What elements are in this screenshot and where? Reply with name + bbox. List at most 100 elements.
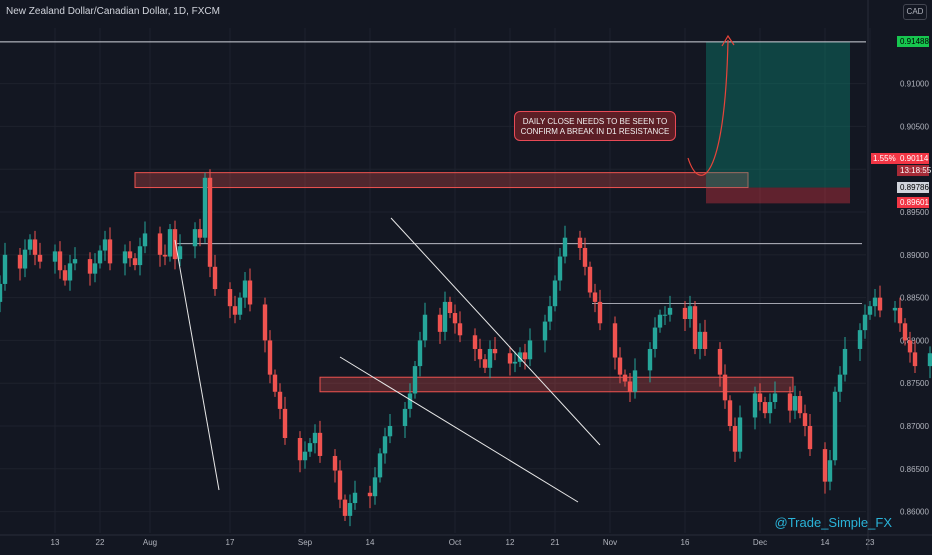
y-tick-label: 0.87000 [900, 422, 929, 431]
x-tick-label: 14 [366, 538, 375, 547]
price-tag: 13:18:55 [897, 164, 931, 176]
projection-curve [687, 39, 729, 176]
candle-body [107, 239, 113, 264]
candle-body [687, 306, 693, 320]
candle-body [842, 348, 848, 375]
candle-body [722, 374, 728, 401]
y-tick-label: 0.88500 [900, 294, 929, 303]
candle-body [552, 280, 558, 307]
candle-body [447, 301, 453, 314]
currency-button[interactable]: CAD [903, 4, 927, 20]
candle-body [102, 239, 108, 251]
x-tick-label: Aug [143, 538, 157, 547]
candle-body [2, 254, 8, 284]
candle-body [317, 432, 323, 456]
candle-body [332, 455, 338, 471]
change-percent-tag: 1.55% [871, 153, 898, 165]
candle-body [737, 417, 743, 452]
candle-body [617, 357, 623, 375]
annotation-callout[interactable]: DAILY CLOSE NEEDS TO BE SEEN TO CONFIRM … [514, 111, 676, 141]
x-tick-label: Oct [449, 538, 462, 547]
candle-body [402, 408, 408, 427]
price-tag: 0.91488 [897, 35, 929, 47]
price-tag: 0.90114 [897, 153, 929, 165]
candle-body [307, 443, 313, 452]
candle-body [597, 301, 603, 324]
candle-body [752, 393, 758, 418]
stop-zone [706, 187, 850, 204]
candle-body [87, 259, 93, 274]
candle-body [547, 306, 553, 322]
y-tick-label: 0.89500 [900, 208, 929, 217]
price-tag: 0.89786 [897, 181, 929, 193]
candle-body [417, 340, 423, 367]
y-tick-label: 0.90500 [900, 122, 929, 131]
candle-body [57, 251, 63, 271]
candle-body [367, 492, 373, 497]
x-tick-label: 22 [96, 538, 105, 547]
candle-body [827, 460, 833, 482]
symbol-title[interactable]: New Zealand Dollar/Canadian Dollar, 1D, … [6, 6, 220, 17]
candle-body [282, 408, 288, 438]
candle-body [237, 297, 243, 315]
candle-body [422, 314, 428, 341]
x-tick-label: Dec [753, 538, 767, 547]
candle-body [457, 323, 463, 336]
trendline-channel-top [390, 217, 601, 446]
trendline-aug [174, 239, 220, 491]
candle-body [542, 321, 548, 341]
candle-body [437, 314, 443, 332]
candle-body [807, 426, 813, 450]
x-tick-label: Sep [298, 538, 313, 547]
candle-body [577, 237, 583, 248]
candle-body [727, 400, 733, 427]
candle-body [137, 246, 143, 266]
candle-body [872, 297, 878, 307]
candle-body [587, 266, 593, 293]
support-zone [319, 376, 794, 393]
candle-body [522, 352, 528, 360]
candle-body [172, 229, 178, 260]
candle-body [212, 266, 218, 290]
target-zone [706, 41, 850, 188]
x-tick-label: 16 [681, 538, 690, 547]
candle-body [662, 314, 668, 316]
candle-body [407, 393, 413, 409]
candle-body [167, 229, 173, 257]
candle-body [387, 426, 393, 437]
candle-body [792, 396, 798, 411]
candle-body [517, 352, 523, 362]
candle-body [897, 307, 903, 324]
candle-body [802, 413, 808, 427]
candle-body [452, 313, 458, 324]
x-tick-label: Nov [603, 538, 617, 547]
candle-body [377, 453, 383, 478]
annotation-line-2: CONFIRM A BREAK IN D1 RESISTANCE [520, 127, 670, 136]
candle-body [342, 499, 348, 516]
candle-body [17, 254, 23, 269]
candle-body [562, 237, 568, 257]
candle-body [472, 335, 478, 349]
candle-body [592, 292, 598, 302]
candle-body [487, 348, 493, 368]
y-tick-label: 0.91000 [900, 80, 929, 89]
candle-body [857, 330, 863, 349]
candle-body [717, 348, 723, 375]
candle-body [372, 477, 378, 497]
y-tick-label: 0.86500 [900, 465, 929, 474]
candle-body [582, 247, 588, 267]
candle-body [912, 352, 918, 367]
candle-body [862, 314, 868, 331]
candle-body [132, 258, 138, 266]
candle-body [177, 246, 183, 260]
candle-body [682, 307, 688, 320]
x-tick-label: 13 [51, 538, 60, 547]
candle-body [347, 503, 353, 516]
candle-body [512, 361, 518, 364]
x-tick-label: 14 [821, 538, 830, 547]
candle-body [482, 359, 488, 368]
candle-body [62, 270, 68, 281]
x-tick-label: 23 [866, 538, 875, 547]
